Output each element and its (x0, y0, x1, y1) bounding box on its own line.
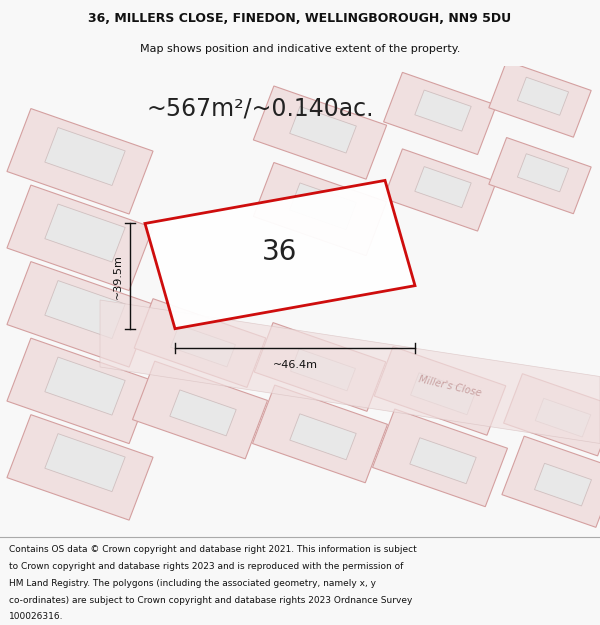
Polygon shape (170, 390, 236, 436)
Text: to Crown copyright and database rights 2023 and is reproduced with the permissio: to Crown copyright and database rights 2… (9, 562, 403, 571)
Polygon shape (7, 109, 153, 214)
Polygon shape (254, 322, 386, 411)
Text: 100026316.: 100026316. (9, 612, 64, 621)
Polygon shape (290, 183, 356, 229)
Text: 36, MILLERS CLOSE, FINEDON, WELLINGBOROUGH, NN9 5DU: 36, MILLERS CLOSE, FINEDON, WELLINGBOROU… (88, 12, 512, 25)
Polygon shape (374, 346, 506, 435)
Polygon shape (489, 138, 591, 214)
Polygon shape (489, 61, 591, 138)
Polygon shape (290, 349, 355, 391)
Polygon shape (45, 357, 125, 415)
Polygon shape (253, 385, 388, 482)
Polygon shape (145, 181, 415, 329)
Polygon shape (502, 436, 600, 528)
Text: ~39.5m: ~39.5m (113, 254, 123, 299)
Polygon shape (253, 162, 386, 256)
Polygon shape (290, 414, 356, 460)
Text: ~567m²/~0.140ac.: ~567m²/~0.140ac. (146, 97, 374, 121)
Polygon shape (45, 281, 125, 339)
Polygon shape (535, 463, 592, 506)
Polygon shape (253, 86, 386, 179)
Polygon shape (133, 361, 268, 459)
Text: Map shows position and indicative extent of the property.: Map shows position and indicative extent… (140, 44, 460, 54)
Polygon shape (290, 106, 356, 153)
Polygon shape (7, 338, 153, 444)
Text: Contains OS data © Crown copyright and database right 2021. This information is : Contains OS data © Crown copyright and d… (9, 545, 417, 554)
Polygon shape (7, 414, 153, 520)
Text: ~46.4m: ~46.4m (272, 360, 317, 370)
Polygon shape (503, 374, 600, 456)
Text: HM Land Registry. The polygons (including the associated geometry, namely x, y: HM Land Registry. The polygons (includin… (9, 579, 376, 587)
Text: 36: 36 (262, 238, 298, 266)
Polygon shape (45, 204, 125, 262)
Polygon shape (415, 167, 471, 208)
Polygon shape (100, 300, 600, 444)
Polygon shape (383, 72, 496, 154)
Text: co-ordinates) are subject to Crown copyright and database rights 2023 Ordnance S: co-ordinates) are subject to Crown copyr… (9, 596, 412, 604)
Polygon shape (535, 398, 591, 437)
Polygon shape (410, 438, 476, 484)
Polygon shape (517, 78, 569, 115)
Polygon shape (7, 185, 153, 291)
Text: Miller's Close: Miller's Close (418, 374, 482, 398)
Polygon shape (45, 434, 125, 492)
Polygon shape (134, 299, 266, 388)
Polygon shape (415, 90, 471, 131)
Polygon shape (45, 127, 125, 186)
Polygon shape (170, 325, 235, 367)
Polygon shape (373, 409, 508, 507)
Polygon shape (7, 262, 153, 367)
Polygon shape (410, 372, 475, 415)
Polygon shape (383, 149, 496, 231)
Polygon shape (517, 154, 569, 192)
